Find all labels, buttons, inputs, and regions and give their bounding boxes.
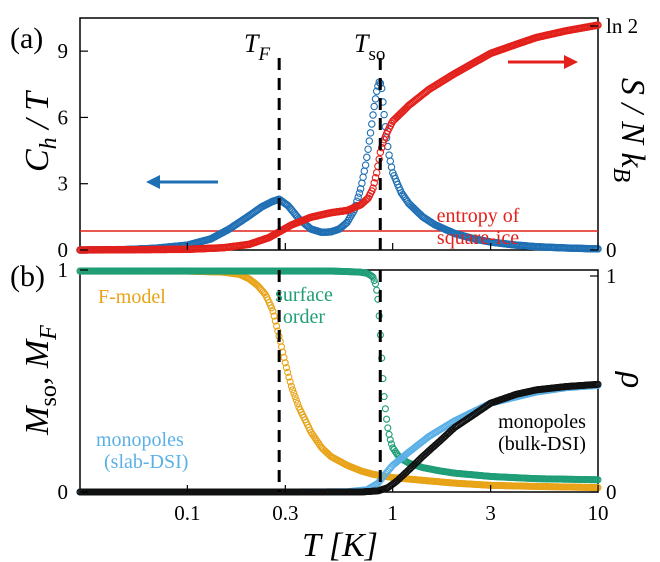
tso-label: Tso: [354, 29, 385, 65]
monopoles-bulk-point: [412, 459, 420, 467]
ch-over-t-point: [381, 123, 390, 131]
panel-a-ylabel-right: S / N kB: [608, 78, 651, 183]
surface-order-point: [383, 415, 391, 423]
entropy-point: [369, 184, 377, 192]
monopoles-bulk-point: [594, 380, 602, 388]
f-model-point: [282, 364, 291, 372]
annot-surface: surface: [275, 284, 333, 306]
ch-over-t-point: [363, 153, 371, 162]
a-ytick-right-label: 0: [606, 238, 617, 262]
surface-order-point: [369, 273, 377, 281]
ch-over-t-point: [370, 102, 378, 111]
a-ytick-right-label: ln 2: [606, 14, 638, 38]
annot-entropy-2: square-ice: [437, 227, 519, 249]
ch-over-t-point: [368, 120, 376, 128]
surface-order-point: [387, 440, 396, 448]
b-xtick-label: 10: [588, 501, 609, 525]
f-model-point: [291, 393, 299, 401]
panel-a-frame: [79, 17, 599, 251]
ch-over-t-point: [380, 110, 388, 119]
surface-order-point: [384, 424, 392, 432]
monopoles-bulk-point: [409, 462, 417, 470]
a-ytick-label: 9: [58, 39, 69, 63]
left-arrow-head: [146, 175, 160, 189]
b-xtick-label: 1: [387, 501, 398, 525]
f-model-point: [292, 396, 300, 404]
annot-f-model: F-model: [98, 286, 166, 308]
f-model-point: [285, 373, 293, 381]
ch-over-t-point: [340, 220, 349, 229]
ch-over-t-point: [366, 129, 375, 137]
b-xtick-label: 0.1: [174, 501, 200, 525]
annot-monopoles-bulk: monopoles: [498, 411, 586, 433]
annot-monopoles-slab: monopoles: [96, 429, 184, 451]
annot-entropy-1: entropy of: [437, 205, 520, 227]
b-ytick-label: 1: [58, 258, 69, 282]
f-model-point: [284, 368, 292, 376]
ch-over-t-point: [354, 193, 362, 201]
f-model-point: [281, 359, 289, 367]
surface-order-point: [594, 476, 602, 484]
right-arrow-head: [564, 55, 578, 69]
annot-order: order: [283, 306, 326, 328]
f-model-point: [286, 378, 294, 386]
panel-a-tag: (a): [10, 22, 43, 55]
entropy-point: [370, 179, 378, 187]
f-model-point: [289, 386, 297, 394]
b-ytick-right-label: 0: [606, 480, 617, 504]
ch-over-t-point: [359, 173, 367, 181]
panel-b-marks: [76, 267, 602, 496]
annot-slab-dsi: (slab-DSI): [104, 451, 188, 473]
a-ytick-label: 6: [58, 105, 69, 129]
b-ytick-right-label: 1: [606, 264, 617, 288]
monopoles-bulk-point: [416, 455, 424, 463]
f-model-point: [270, 312, 278, 320]
f-model-point: [287, 382, 295, 390]
x-axis-title: T [K]: [302, 527, 378, 562]
annot-bulk-dsi: (bulk-DSI): [498, 433, 586, 455]
f-model-point: [294, 399, 302, 408]
panel-b-tag: (b): [10, 260, 45, 293]
ch-over-t-point: [360, 167, 369, 175]
ch-over-t-point: [371, 95, 380, 103]
b-xtick-label: 3: [485, 501, 496, 525]
surface-order-point: [381, 405, 389, 413]
b-ytick-label: 0: [58, 480, 69, 504]
b-xtick-label: 0.3: [272, 501, 298, 525]
ch-over-t-point: [361, 161, 370, 169]
entropy-point: [361, 196, 370, 205]
entropy-point: [371, 174, 380, 182]
a-ytick-label: 0: [58, 238, 69, 262]
panel-a-ylabel-left: Ch / T: [19, 90, 62, 172]
surface-order-point: [370, 277, 378, 285]
panel-b-ylabel-right: ρ: [614, 371, 651, 388]
panel-a-ticks: 0 3 6 9 0 ln 2: [58, 14, 639, 262]
tf-label: TF: [244, 29, 270, 65]
panel-a-marks: [76, 21, 602, 254]
f-model-point: [268, 304, 276, 312]
entropy-point: [594, 21, 602, 29]
surface-order-point: [386, 436, 394, 444]
ch-over-t-point: [355, 189, 364, 197]
ch-over-t-point: [365, 137, 374, 145]
panel-b-ylabel-left: Mso, MF: [19, 325, 62, 436]
ch-over-t-point: [385, 151, 393, 159]
f-model-point: [273, 322, 281, 330]
surface-order-point: [380, 393, 388, 401]
ch-over-t-point: [369, 111, 377, 119]
ch-over-t-point: [364, 145, 372, 153]
f-model-point: [290, 389, 298, 397]
ch-over-t-point: [386, 157, 395, 165]
a-ytick-label: 3: [58, 172, 69, 196]
f-model-point: [269, 307, 277, 315]
